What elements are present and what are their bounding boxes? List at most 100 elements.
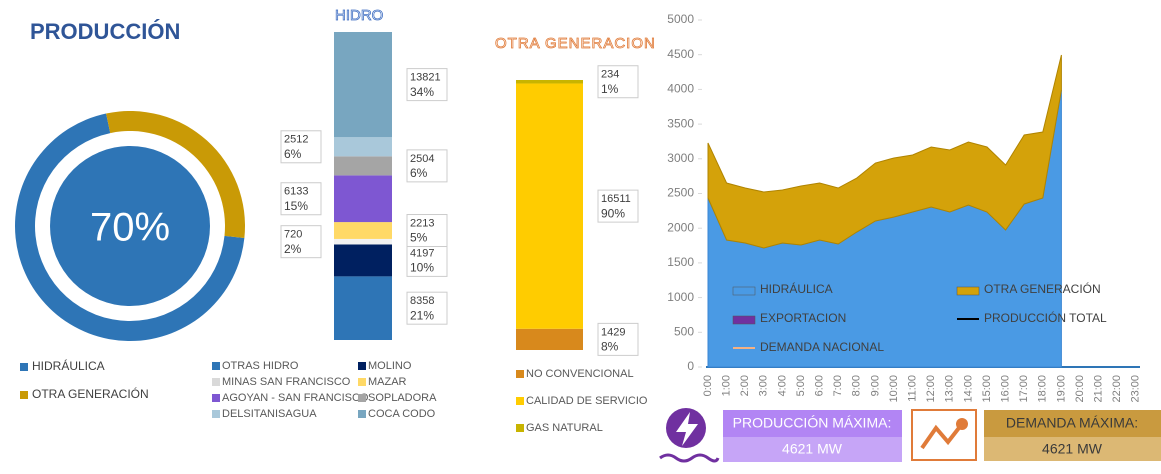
value-label: 720	[284, 229, 302, 241]
legend-label: HIDRÁULICA	[32, 358, 105, 373]
card-top	[723, 410, 902, 437]
percent-label: 6%	[284, 147, 302, 161]
label-box	[280, 182, 322, 216]
x-tick-label: 13:00	[944, 375, 956, 403]
value-label: 2213	[410, 217, 434, 229]
legend-swatch	[358, 378, 366, 386]
legend-swatch	[358, 394, 366, 402]
x-tick-label: 19:00	[1055, 375, 1067, 403]
legend-swatch	[516, 370, 524, 378]
card-title: PRODUCCIÓN MÁXIMA:	[733, 415, 892, 431]
bar-segment	[516, 83, 583, 329]
legend-label: OTRA GENERACIÓN	[984, 281, 1101, 296]
label-box	[597, 189, 639, 223]
x-tick-label: 2:00	[739, 375, 751, 396]
x-tick-label: 22:00	[1111, 375, 1123, 403]
bar-segment	[334, 32, 392, 138]
legend-label: CALIDAD DE SERVICIO	[526, 395, 648, 407]
card-bottom	[984, 437, 1161, 461]
bar-segment	[516, 80, 583, 84]
legend-label: SOPLADORA	[368, 392, 437, 404]
x-tick-label: 17:00	[1018, 375, 1030, 403]
label-box	[406, 149, 448, 183]
x-tick-label: 15:00	[981, 375, 993, 403]
label-box	[406, 214, 448, 248]
x-tick-label: 3:00	[758, 375, 770, 396]
legend-label: GAS NATURAL	[526, 422, 603, 434]
percent-label: 8%	[601, 340, 619, 354]
legend-label: MAZAR	[368, 376, 407, 388]
value-label: 2512	[284, 134, 308, 146]
legend-label: COCA CODO	[368, 408, 436, 420]
card-bottom	[723, 437, 902, 462]
legend-label: EXPORTACION	[760, 311, 846, 325]
x-tick-label: 5:00	[795, 375, 807, 396]
percent-label: 10%	[410, 261, 434, 275]
x-tick-label: 10:00	[888, 375, 900, 403]
production-icon	[659, 408, 720, 463]
y-tick-label: 1000	[667, 290, 694, 304]
x-tick-label: 0:00	[702, 375, 714, 396]
legend-swatch	[732, 286, 756, 296]
legend-swatch	[732, 315, 756, 325]
percent-label: 6%	[410, 166, 428, 180]
label-box	[280, 225, 322, 259]
x-tick-label: 6:00	[814, 375, 826, 396]
label-box	[406, 291, 448, 325]
legend-label: OTRAS HIDRO	[222, 360, 299, 372]
x-tick-label: 8:00	[851, 375, 863, 396]
legend-label: MINAS SAN FRANCISCO	[222, 376, 351, 388]
y-tick-label: 4000	[667, 82, 694, 96]
x-tick-label: 21:00	[1093, 375, 1105, 403]
demand-icon	[911, 409, 977, 461]
x-tick-label: 11:00	[907, 375, 919, 402]
x-tick-label: 1:00	[721, 375, 733, 396]
legend-label: PRODUCCIÓN TOTAL	[984, 310, 1107, 325]
card-value: 4621 MW	[1042, 441, 1103, 457]
x-tick-label: 7:00	[832, 375, 844, 396]
legend-label: OTRA GENERACIÓN	[32, 386, 149, 401]
percent-label: 34%	[410, 85, 434, 99]
legend-label: AGOYAN - SAN FRANCISCO	[222, 392, 369, 404]
label-box	[597, 65, 639, 99]
legend-swatch	[358, 410, 366, 418]
percent-label: 15%	[284, 199, 308, 213]
legend-swatch	[358, 362, 366, 370]
y-tick-label: 500	[674, 324, 694, 338]
legend-swatch	[212, 394, 220, 402]
legend-swatch	[20, 391, 28, 399]
value-label: 16511	[601, 193, 631, 205]
hidro-title: HIDRO	[335, 7, 383, 24]
label-box	[406, 68, 448, 102]
y-tick-label: 4500	[667, 47, 694, 61]
legend-label: DELSITANISAGUA	[222, 408, 317, 420]
legend-swatch	[516, 397, 524, 405]
bar-segment	[334, 175, 392, 223]
x-tick-label: 20:00	[1074, 375, 1086, 403]
bar-segment	[516, 328, 583, 350]
y-tick-label: 3000	[667, 151, 694, 165]
percent-label: 1%	[601, 82, 619, 96]
legend-swatch	[516, 424, 524, 432]
percent-label: 90%	[601, 206, 625, 220]
bar-segment	[334, 156, 392, 176]
legend-swatch	[212, 410, 220, 418]
x-tick-label: 12:00	[925, 375, 937, 403]
bar-segment	[334, 276, 392, 340]
value-label: 2504	[410, 153, 434, 165]
x-tick-label: 9:00	[869, 375, 881, 396]
value-label: 4197	[410, 247, 434, 259]
label-box	[280, 130, 322, 164]
bar-segment	[334, 137, 392, 157]
y-tick-label: 0	[687, 359, 694, 373]
legend-label: NO CONVENCIONAL	[526, 368, 634, 380]
card-value: 4621 MW	[782, 441, 843, 457]
percent-label: 2%	[284, 242, 302, 256]
x-tick-label: 14:00	[962, 375, 974, 403]
bar-segment	[334, 222, 392, 239]
legend-swatch	[20, 363, 28, 371]
label-box	[597, 322, 639, 356]
legend-label: MOLINO	[368, 360, 412, 372]
production-title: PRODUCCIÓN	[30, 19, 180, 44]
value-label: 8358	[410, 295, 434, 307]
